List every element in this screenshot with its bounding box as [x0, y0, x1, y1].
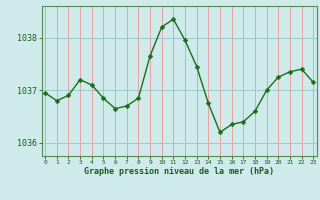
X-axis label: Graphe pression niveau de la mer (hPa): Graphe pression niveau de la mer (hPa): [84, 167, 274, 176]
